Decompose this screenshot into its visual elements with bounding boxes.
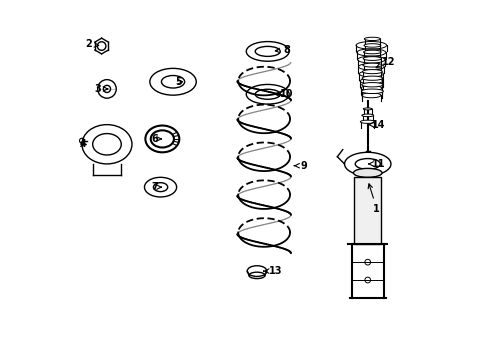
Text: 7: 7 xyxy=(151,182,161,192)
Ellipse shape xyxy=(361,114,373,117)
Text: 10: 10 xyxy=(274,89,293,99)
Ellipse shape xyxy=(363,44,380,47)
Text: 13: 13 xyxy=(263,266,282,276)
Text: 4: 4 xyxy=(80,139,86,149)
Ellipse shape xyxy=(363,57,381,60)
Text: 1: 1 xyxy=(367,184,379,213)
Ellipse shape xyxy=(363,50,381,54)
Text: 3: 3 xyxy=(95,84,107,94)
Ellipse shape xyxy=(360,120,374,123)
Text: 11: 11 xyxy=(368,159,385,169)
Ellipse shape xyxy=(363,108,371,110)
Ellipse shape xyxy=(362,69,382,74)
Text: 14: 14 xyxy=(368,120,385,130)
Ellipse shape xyxy=(364,37,380,41)
Ellipse shape xyxy=(353,168,381,177)
Ellipse shape xyxy=(362,76,382,80)
Text: 12: 12 xyxy=(375,57,395,68)
Text: 9: 9 xyxy=(294,161,306,171)
Text: 8: 8 xyxy=(275,45,289,55)
Text: 5: 5 xyxy=(175,77,182,87)
Ellipse shape xyxy=(361,89,383,94)
Text: 2: 2 xyxy=(85,39,99,49)
Ellipse shape xyxy=(361,82,382,87)
Ellipse shape xyxy=(362,63,381,67)
Text: 6: 6 xyxy=(151,134,161,144)
Bar xyxy=(353,177,381,244)
